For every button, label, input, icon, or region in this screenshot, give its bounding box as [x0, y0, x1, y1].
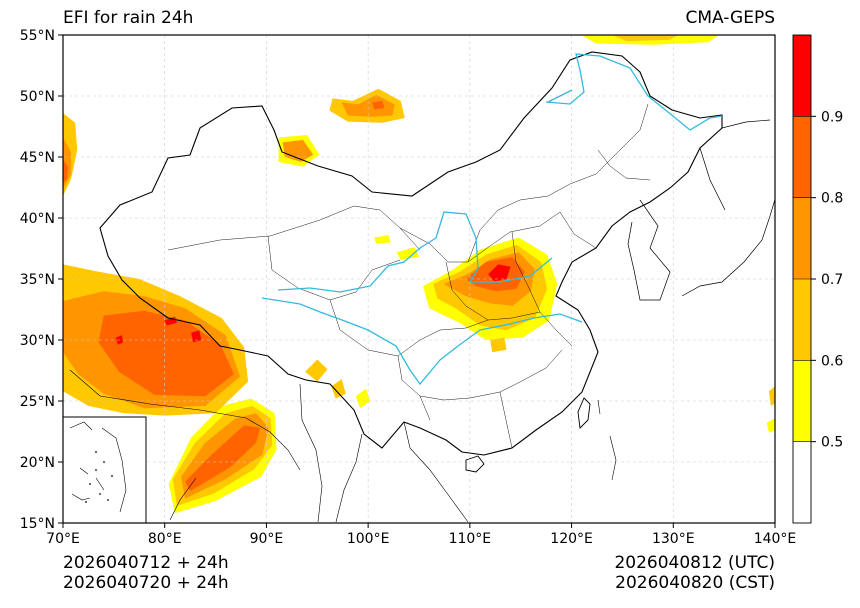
- init-time: 2026040712 + 24h 2026040720 + 24h: [63, 553, 229, 593]
- india-coast: [69, 369, 301, 521]
- yangtze-river: [261, 297, 583, 386]
- valid-time-utc: 2026040812 (UTC): [614, 553, 775, 573]
- init-time-utc: 2026040712 + 24h: [63, 553, 229, 573]
- lon-tick-label: 80°E: [148, 531, 182, 547]
- valid-time-cst: 2026040820 (CST): [615, 573, 775, 593]
- efi-region-sichuan-patch: [374, 235, 391, 244]
- efi-region-kazakh-high: [63, 159, 69, 183]
- taiwan-coast: [577, 397, 591, 429]
- lon-tick-label: 100°E: [347, 531, 390, 547]
- lat-tick-label: 30°N: [20, 333, 55, 349]
- efi-region-central-china-peak: [488, 264, 511, 282]
- lon-tick-label: 130°E: [652, 531, 695, 547]
- lat-tick-label: 55°N: [20, 28, 55, 44]
- efi-region-amur-mid: [612, 35, 679, 42]
- model-name: CMA-GEPS: [685, 8, 775, 28]
- efi-region-altai-patch: [282, 139, 314, 162]
- colorbar-band: [793, 197, 811, 279]
- init-time-cst: 2026040720 + 24h: [63, 573, 229, 593]
- colorbar-tick-label: 0.9: [821, 109, 843, 125]
- efi-region-bay-of-bengal-high: [185, 425, 261, 492]
- lat-tick-label: 45°N: [20, 150, 55, 166]
- nen-river: [547, 89, 573, 103]
- yellow-river: [277, 211, 553, 293]
- colorbar-band: [793, 441, 811, 523]
- efi-region-tibet-plateau-high: [191, 330, 202, 343]
- lon-tick-label: 140°E: [754, 531, 797, 547]
- boundaries: [69, 51, 775, 523]
- lon-tick-label: 120°E: [550, 531, 593, 547]
- efi-region-sichuan-patch: [396, 247, 419, 260]
- lat-tick-label: 25°N: [20, 394, 55, 410]
- efi-region-burma-patch: [355, 388, 371, 409]
- colorbar-tick-label: 0.8: [821, 191, 843, 207]
- lon-tick-label: 110°E: [449, 531, 492, 547]
- russia-coast: [699, 119, 771, 211]
- map-axes: 55°N 50°N 45°N 40°N 35°N 30°N 25°N 20°N 15°N70°E…: [20, 28, 797, 547]
- graticule: [63, 35, 775, 523]
- philippines-coast: [597, 399, 617, 481]
- lat-tick-label: 35°N: [20, 272, 55, 288]
- lat-tick-label: 50°N: [20, 89, 55, 105]
- colorbar-band: [793, 360, 811, 442]
- south-china-sea-inset: [62, 416, 147, 524]
- colorbar-tick-label: 0.6: [821, 353, 843, 369]
- lon-tick-label: 90°E: [250, 531, 284, 547]
- efi-region-mongolia-high: [372, 100, 385, 110]
- lon-tick-label: 70°E: [46, 531, 80, 547]
- amur-river: [545, 53, 723, 131]
- efi-region-yunnan-patch: [331, 379, 346, 399]
- province-lines: [167, 103, 651, 449]
- colorbar-tick-label: 0.5: [821, 435, 843, 451]
- efi-region-tibet-plateau-mid: [98, 310, 234, 397]
- efi-region-yunnan-patch: [305, 359, 328, 382]
- colorbar-tick-label: 0.7: [821, 272, 843, 288]
- colorbar-band: [793, 279, 811, 361]
- colorbar-band: [793, 116, 811, 198]
- japan-coast: [681, 198, 775, 297]
- indochina-coast: [299, 383, 469, 523]
- colorbar-band: [793, 35, 811, 117]
- efi-region-hubei-patch: [490, 337, 507, 353]
- hainan-coast: [465, 455, 485, 473]
- lat-tick-label: 15°N: [20, 516, 55, 532]
- efi-region-mongolia-mid: [341, 94, 395, 117]
- rivers: [261, 53, 723, 386]
- colorbar: 0.5 0.6 0.7 0.8 0.9: [792, 34, 843, 524]
- lat-tick-label: 40°N: [20, 211, 55, 227]
- lat-tick-label: 20°N: [20, 455, 55, 471]
- valid-time: 2026040812 (UTC) 2026040820 (CST): [614, 553, 775, 593]
- map-title: EFI for rain 24h: [63, 8, 194, 28]
- china-border: [99, 51, 723, 456]
- efi-region-korea-patch: [766, 418, 775, 433]
- korea-coast: [627, 199, 671, 301]
